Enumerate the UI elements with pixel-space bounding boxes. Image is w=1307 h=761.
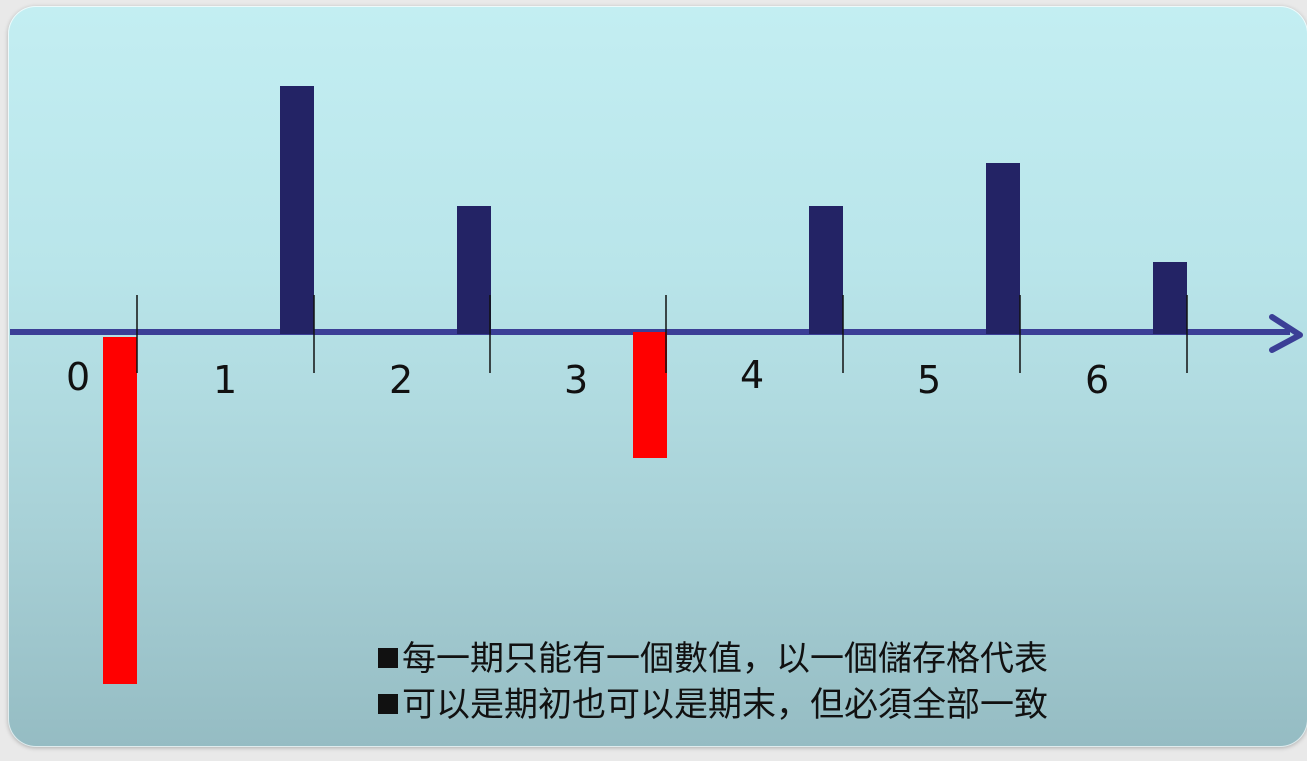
period-label-5: 5 xyxy=(917,358,941,402)
cashflow-bar-period-4 xyxy=(809,206,843,334)
period-label-1: 1 xyxy=(213,358,237,402)
cashflow-bar-period-0 xyxy=(103,337,137,684)
note-item: 可以是期初也可以是期末，但必須全部一致 xyxy=(378,682,1278,728)
period-label-2: 2 xyxy=(389,358,413,402)
square-bullet-icon xyxy=(378,694,398,714)
cashflow-bar-period-5 xyxy=(986,163,1020,334)
period-label-0: 0 xyxy=(66,355,90,399)
cashflow-bar-period-6 xyxy=(1153,262,1187,334)
notes: 每一期只能有一個數值，以一個儲存格代表 可以是期初也可以是期末，但必須全部一致 xyxy=(378,636,1278,728)
note-item: 每一期只能有一個數值，以一個儲存格代表 xyxy=(378,636,1278,682)
cashflow-bar-period-3 xyxy=(633,332,667,458)
cashflow-bar-period-1 xyxy=(280,86,314,334)
note-text: 可以是期初也可以是期末，但必須全部一致 xyxy=(402,685,1048,725)
period-label-4: 4 xyxy=(740,353,764,397)
period-label-3: 3 xyxy=(564,358,588,402)
period-label-6: 6 xyxy=(1085,358,1109,402)
square-bullet-icon xyxy=(378,648,398,668)
timeline-arrowhead xyxy=(1269,314,1303,353)
note-text: 每一期只能有一個數值，以一個儲存格代表 xyxy=(402,639,1048,679)
cashflow-bar-period-2 xyxy=(457,206,491,334)
